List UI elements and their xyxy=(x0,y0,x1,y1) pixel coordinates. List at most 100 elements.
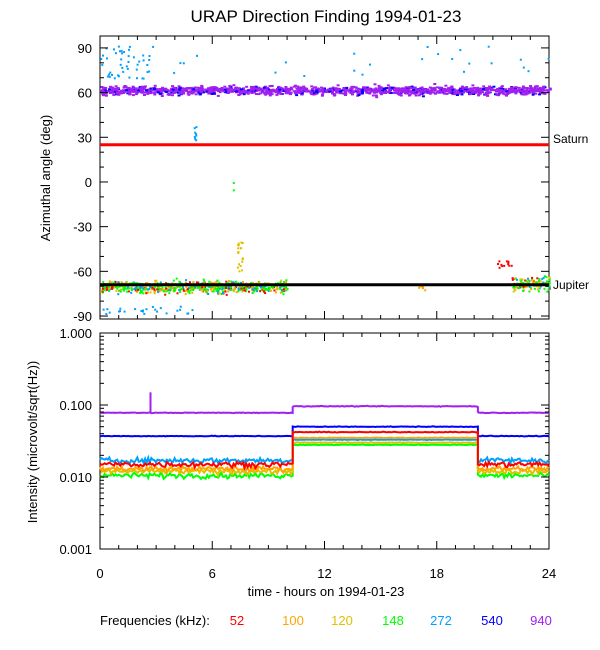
azimuth-point xyxy=(297,89,301,92)
azimuth-point xyxy=(151,286,154,289)
azimuth-point xyxy=(275,291,278,294)
azimuth-point xyxy=(512,290,515,293)
azimuth-point xyxy=(232,84,236,87)
azimuth-point xyxy=(234,286,237,289)
azimuth-point xyxy=(124,89,128,92)
azimuth-point xyxy=(548,277,551,279)
azimuth-point xyxy=(136,77,138,80)
azimuth-point xyxy=(178,290,181,293)
azimuth-point xyxy=(270,286,273,289)
azimuth-point xyxy=(123,310,126,313)
azimuth-point xyxy=(331,92,334,95)
azimuth-point xyxy=(164,88,168,91)
azimuth-point xyxy=(300,93,304,96)
azimuth-point xyxy=(136,290,138,293)
azimuth-point xyxy=(429,91,433,94)
legend-item-100: 100 xyxy=(282,613,304,628)
azimuth-y-tick-label: 0 xyxy=(85,175,92,190)
azimuth-point xyxy=(274,90,278,92)
azimuth-point xyxy=(493,89,497,92)
azimuth-point xyxy=(547,280,550,283)
azimuth-point xyxy=(199,286,202,289)
azimuth-point xyxy=(142,54,145,57)
azimuth-point xyxy=(434,92,438,95)
azimuth-point xyxy=(508,91,512,94)
azimuth-point xyxy=(137,287,140,290)
azimuth-point xyxy=(362,88,366,91)
azimuth-point xyxy=(120,91,124,94)
azimuth-point xyxy=(196,285,199,288)
azimuth-point xyxy=(375,96,379,99)
azimuth-point xyxy=(382,90,386,93)
azimuth-point xyxy=(336,84,340,87)
azimuth-point xyxy=(263,286,266,289)
azimuth-point xyxy=(375,91,378,94)
azimuth-point xyxy=(271,286,274,289)
azimuth-point xyxy=(280,285,283,288)
azimuth-point xyxy=(218,91,222,94)
azimuth-point xyxy=(196,54,198,57)
azimuth-point xyxy=(195,133,198,136)
azimuth-point xyxy=(283,287,286,290)
azimuth-point xyxy=(321,90,325,93)
azimuth-point xyxy=(252,91,256,94)
azimuth-point xyxy=(154,285,156,288)
azimuth-point xyxy=(242,281,244,283)
azimuth-point xyxy=(229,286,232,289)
azimuth-point xyxy=(424,289,427,292)
azimuth-x-ticks xyxy=(99,36,550,319)
azimuth-point xyxy=(548,286,551,289)
azimuth-point xyxy=(394,91,398,94)
azimuth-point xyxy=(284,86,288,88)
azimuth-point xyxy=(201,89,205,92)
azimuth-point xyxy=(237,244,240,246)
azimuth-point xyxy=(453,92,457,95)
azimuth-scatter-points xyxy=(100,45,552,315)
azimuth-point xyxy=(147,89,151,92)
azimuth-point xyxy=(526,92,530,95)
azimuth-point xyxy=(462,91,465,94)
azimuth-point xyxy=(427,90,431,93)
azimuth-point xyxy=(297,88,301,91)
azimuth-point xyxy=(119,307,122,310)
azimuth-point xyxy=(197,281,200,284)
azimuth-point xyxy=(482,85,486,88)
azimuth-point xyxy=(542,281,545,284)
azimuth-point xyxy=(124,85,128,88)
azimuth-point xyxy=(154,308,157,311)
azimuth-point xyxy=(184,290,187,293)
azimuth-point xyxy=(338,92,342,95)
azimuth-point xyxy=(208,88,212,91)
azimuth-point xyxy=(202,91,205,94)
azimuth-point xyxy=(282,293,285,296)
azimuth-point xyxy=(365,86,369,89)
azimuth-point xyxy=(249,88,253,91)
azimuth-point xyxy=(475,89,479,92)
azimuth-point xyxy=(352,85,356,88)
azimuth-point xyxy=(158,88,162,90)
jupiter-label: Jupiter xyxy=(553,278,589,292)
azimuth-point xyxy=(246,92,250,95)
azimuth-point xyxy=(476,90,480,93)
azimuth-point xyxy=(530,278,533,280)
azimuth-point xyxy=(203,287,206,290)
azimuth-point xyxy=(335,91,339,94)
azimuth-point xyxy=(242,93,246,96)
azimuth-point xyxy=(108,75,111,78)
azimuth-point xyxy=(139,286,142,289)
azimuth-point xyxy=(548,279,551,282)
azimuth-point xyxy=(523,86,527,89)
azimuth-point xyxy=(237,89,241,92)
azimuth-point xyxy=(173,86,177,89)
azimuth-point xyxy=(137,89,140,92)
azimuth-point xyxy=(245,288,248,290)
azimuth-point xyxy=(102,93,106,96)
azimuth-point xyxy=(422,287,424,290)
azimuth-point xyxy=(523,91,527,94)
azimuth-point xyxy=(468,91,472,93)
azimuth-point xyxy=(360,90,364,93)
azimuth-point xyxy=(258,92,262,95)
azimuth-point xyxy=(289,93,293,96)
azimuth-point xyxy=(250,282,253,285)
azimuth-point xyxy=(518,91,522,93)
